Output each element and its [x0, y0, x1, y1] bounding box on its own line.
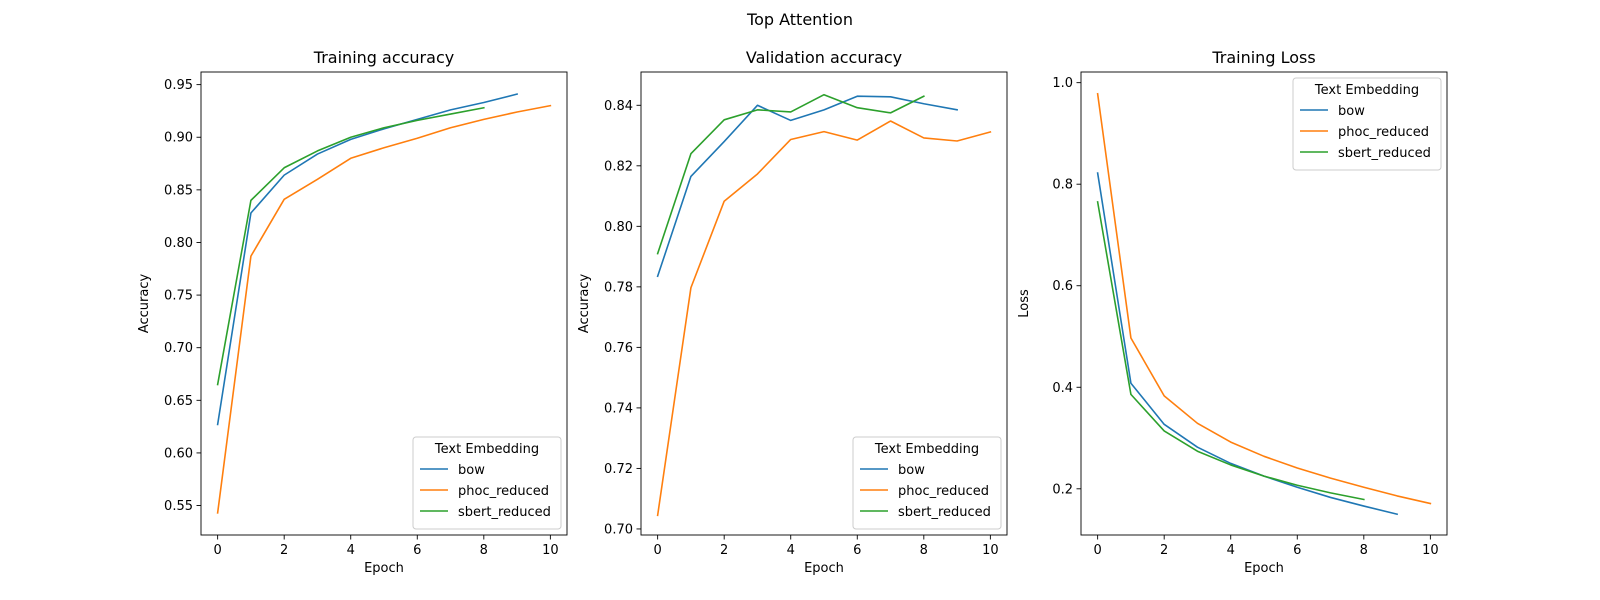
series-line-bow — [656, 95, 959, 278]
legend-box — [852, 436, 1002, 530]
x-tick-label: 10 — [542, 543, 559, 558]
x-tick-label: 2 — [720, 543, 728, 558]
y-tick-label: 0.70 — [164, 341, 193, 356]
x-tick-label: 0 — [653, 543, 661, 558]
y-tick-label: 0.80 — [604, 220, 633, 235]
y-tick-label: 0.78 — [604, 280, 633, 295]
series-line-bow — [216, 93, 519, 426]
x-axis-label: Epoch — [364, 561, 404, 576]
x-tick-label: 6 — [413, 543, 421, 558]
legend-title: Text Embedding — [1314, 83, 1419, 98]
legend-box — [1292, 77, 1442, 171]
legend-title: Text Embedding — [434, 442, 539, 457]
y-tick-label: 0.84 — [604, 99, 633, 114]
legend-entry-label: sbert_reduced — [1338, 146, 1431, 161]
x-tick-label: 10 — [1422, 543, 1439, 558]
series-line-phoc_reduced — [216, 104, 552, 514]
legend-entry-label: bow — [898, 463, 925, 478]
legend-entry-label: phoc_reduced — [1338, 125, 1429, 140]
y-axis-label: Accuracy — [577, 274, 592, 334]
chart-title: Validation accuracy — [746, 48, 902, 67]
legend-entry-label: sbert_reduced — [458, 505, 551, 520]
series-line-sbert_reduced — [656, 93, 925, 255]
y-tick-label: 0.4 — [1052, 381, 1073, 396]
y-tick-label: 0.6 — [1052, 279, 1073, 294]
y-tick-label: 0.95 — [164, 78, 193, 93]
x-tick-label: 8 — [920, 543, 928, 558]
y-tick-label: 0.85 — [164, 183, 193, 198]
plot-frame — [200, 71, 568, 536]
y-axis-label: Loss — [1017, 289, 1032, 318]
y-tick-label: 1.0 — [1052, 76, 1073, 91]
legend-entry-label: bow — [1338, 104, 1365, 119]
y-tick-label: 0.82 — [604, 159, 633, 174]
y-tick-label: 0.80 — [164, 236, 193, 251]
x-tick-label: 8 — [480, 543, 488, 558]
y-tick-label: 0.74 — [604, 401, 633, 416]
y-tick-label: 0.75 — [164, 289, 193, 304]
legend-entry-label: phoc_reduced — [898, 484, 989, 499]
y-tick-label: 0.8 — [1052, 178, 1073, 193]
plot-frame — [1080, 71, 1448, 536]
x-tick-label: 8 — [1360, 543, 1368, 558]
chart-title: Training Loss — [1211, 48, 1315, 67]
legend: Text Embedding bow phoc_reduced sbert_reduc… — [1292, 77, 1442, 171]
x-tick-label: 10 — [982, 543, 999, 558]
legend-entry-label: sbert_reduced — [898, 505, 991, 520]
x-tick-label: 6 — [853, 543, 861, 558]
legend-entry-label: bow — [458, 463, 485, 478]
y-tick-label: 0.55 — [164, 499, 193, 514]
chart-panel-2: Training Loss 0 2 4 6 8 10 0.2 0.4 0.6 0.8 1.0 Epoch… — [1017, 48, 1448, 576]
y-tick-label: 0.65 — [164, 394, 193, 409]
figure-suptitle: Top Attention — [746, 10, 853, 29]
y-tick-label: 0.90 — [164, 131, 193, 146]
x-tick-label: 4 — [1227, 543, 1235, 558]
legend: Text Embedding bow phoc_reduced sbert_reduc… — [852, 436, 1002, 530]
plot-frame — [640, 71, 1008, 536]
x-axis-label: Epoch — [804, 561, 844, 576]
x-tick-label: 0 — [213, 543, 221, 558]
series-line-sbert_reduced — [1096, 201, 1365, 501]
x-tick-label: 0 — [1093, 543, 1101, 558]
y-axis-label: Accuracy — [137, 274, 152, 334]
legend: Text Embedding bow phoc_reduced sbert_reduc… — [412, 436, 562, 530]
x-tick-label: 4 — [787, 543, 795, 558]
x-tick-label: 4 — [347, 543, 355, 558]
y-tick-label: 0.72 — [604, 462, 633, 477]
legend-entry-label: phoc_reduced — [458, 484, 549, 499]
y-tick-label: 0.70 — [604, 522, 633, 537]
series-line-phoc_reduced — [1096, 92, 1432, 505]
chart-panel-0: Training accuracy 0 2 4 6 8 10 0.55 0.60 0.65 0.70… — [137, 48, 568, 576]
y-tick-label: 0.76 — [604, 341, 633, 356]
x-tick-label: 6 — [1293, 543, 1301, 558]
y-tick-label: 0.60 — [164, 446, 193, 461]
x-tick-label: 2 — [280, 543, 288, 558]
series-line-sbert_reduced — [216, 106, 485, 386]
chart-panel-1: Validation accuracy 0 2 4 6 8 10 0.70 0.72 0.74 0.… — [577, 48, 1008, 576]
y-tick-label: 0.2 — [1052, 482, 1073, 497]
legend-title: Text Embedding — [874, 442, 979, 457]
chart-title: Training accuracy — [313, 48, 454, 67]
x-tick-label: 2 — [1160, 543, 1168, 558]
series-line-phoc_reduced — [656, 120, 992, 517]
legend-box — [412, 436, 562, 530]
x-axis-label: Epoch — [1244, 561, 1284, 576]
